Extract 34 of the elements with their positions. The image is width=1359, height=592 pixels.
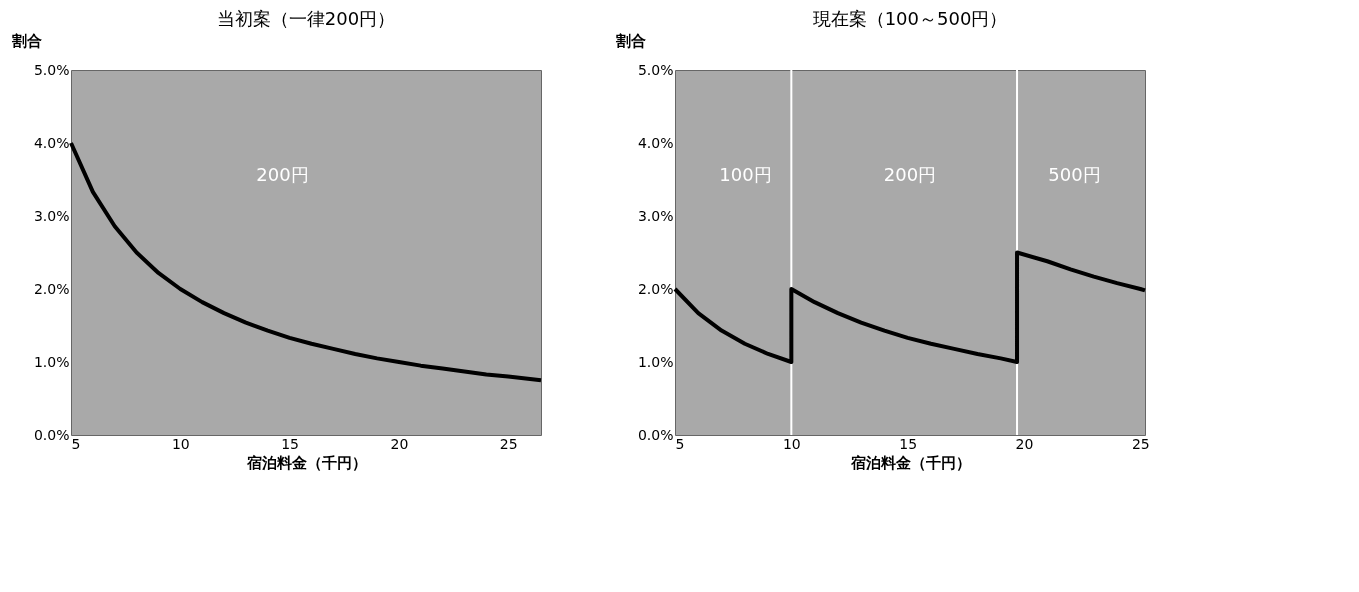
y-tick-label: 1.0% [33,353,70,370]
chart-title: 当初案（一律200円） [216,8,396,29]
x-tick-label: 15 [281,435,300,452]
annotation: 200円 [883,163,937,185]
x-axis-title: 宿泊料金（千円） [849,453,971,472]
annotation: 100円 [719,163,772,185]
x-tick-label: 25 [499,435,518,452]
annotation: 200円 [256,163,309,185]
x-axis-title: 宿泊料金（千円） [245,453,367,472]
y-tick-label: 4.0% [637,134,674,151]
y-tick-label: 3.0% [637,207,674,224]
x-tick-label: 10 [782,435,801,452]
y-tick-label: 5.0% [33,61,70,78]
x-tick-label: 20 [390,435,409,452]
y-tick-label: 3.0% [33,207,70,224]
y-tick-label: 4.0% [33,134,70,151]
x-tick-label: 20 [1015,435,1034,452]
x-tick-label: 25 [1131,435,1150,452]
y-tick-label: 1.0% [637,353,674,370]
x-tick-label: 5 [675,435,685,452]
chart-title: 現在案（100～500円） [812,8,1008,29]
x-tick-label: 15 [899,435,918,452]
x-tick-label: 10 [171,435,190,452]
y-tick-label: 0.0% [33,426,70,443]
y-axis-title: 割合 [614,31,646,50]
y-tick-label: 0.0% [637,426,674,443]
line-series [673,250,1147,364]
y-tick-label: 2.0% [33,280,70,297]
y-axis-title: 割合 [10,31,42,50]
x-tick-label: 5 [71,435,81,452]
y-tick-label: 5.0% [637,61,674,78]
line-series [69,141,543,383]
annotation: 500円 [1048,163,1101,185]
y-tick-label: 2.0% [637,280,674,297]
